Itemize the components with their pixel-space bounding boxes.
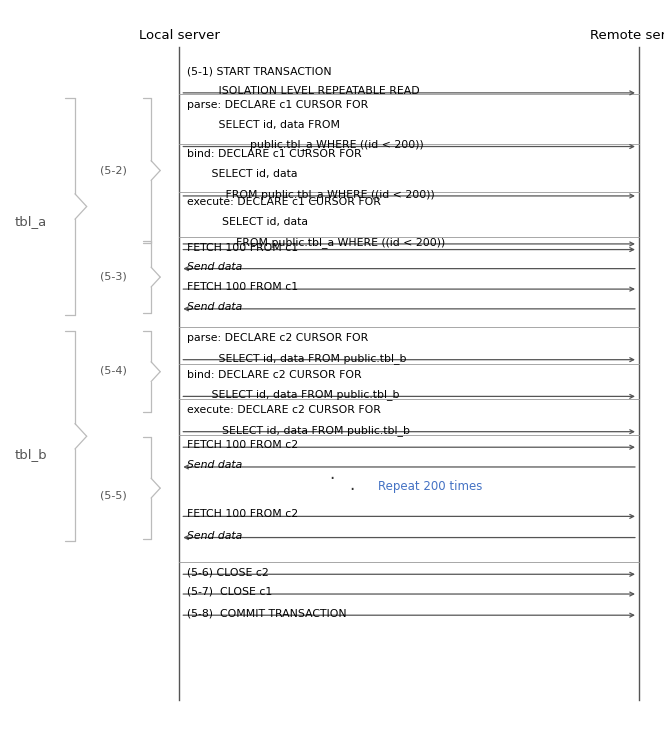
Text: ·: · xyxy=(329,470,335,488)
Text: Remote server: Remote server xyxy=(590,29,664,42)
Text: Send data: Send data xyxy=(187,460,242,470)
Text: public.tbl_a WHERE ((id < 200)): public.tbl_a WHERE ((id < 200)) xyxy=(187,140,424,150)
Text: (5-4): (5-4) xyxy=(100,366,127,376)
Text: (5-1) START TRANSACTION: (5-1) START TRANSACTION xyxy=(187,66,331,76)
Text: SELECT id, data FROM public.tbl_b: SELECT id, data FROM public.tbl_b xyxy=(187,353,406,363)
Text: ·: · xyxy=(349,481,354,499)
Text: execute: DECLARE c2 CURSOR FOR: execute: DECLARE c2 CURSOR FOR xyxy=(187,405,380,415)
Text: (5-3): (5-3) xyxy=(100,271,127,282)
Text: FETCH 100 FROM c2: FETCH 100 FROM c2 xyxy=(187,440,298,450)
Text: Repeat 200 times: Repeat 200 times xyxy=(378,479,482,493)
Text: parse: DECLARE c1 CURSOR FOR: parse: DECLARE c1 CURSOR FOR xyxy=(187,100,368,110)
Text: SELECT id, data FROM public.tbl_b: SELECT id, data FROM public.tbl_b xyxy=(187,424,410,435)
Text: FETCH 100 FROM c1: FETCH 100 FROM c1 xyxy=(187,242,298,253)
Text: Local server: Local server xyxy=(139,29,220,42)
Text: bind: DECLARE c1 CURSOR FOR: bind: DECLARE c1 CURSOR FOR xyxy=(187,149,361,159)
Text: SELECT id, data FROM: SELECT id, data FROM xyxy=(187,120,340,130)
Text: (5-8)  COMMIT TRANSACTION: (5-8) COMMIT TRANSACTION xyxy=(187,608,347,618)
Text: ISOLATION LEVEL REPEATABLE READ: ISOLATION LEVEL REPEATABLE READ xyxy=(187,86,420,96)
Text: (5-7)  CLOSE c1: (5-7) CLOSE c1 xyxy=(187,587,272,597)
Text: SELECT id, data: SELECT id, data xyxy=(187,217,308,227)
Text: FROM public.tbl_a WHERE ((id < 200)): FROM public.tbl_a WHERE ((id < 200)) xyxy=(187,189,435,200)
Text: (5-2): (5-2) xyxy=(100,166,127,175)
Text: FROM public.tbl_a WHERE ((id < 200)): FROM public.tbl_a WHERE ((id < 200)) xyxy=(187,237,445,247)
Text: FETCH 100 FROM c1: FETCH 100 FROM c1 xyxy=(187,282,298,292)
Text: tbl_a: tbl_a xyxy=(15,215,47,228)
Text: (5-6) CLOSE c2: (5-6) CLOSE c2 xyxy=(187,567,269,577)
Text: SELECT id, data: SELECT id, data xyxy=(187,169,297,179)
Text: tbl_b: tbl_b xyxy=(15,448,47,461)
Text: Send data: Send data xyxy=(187,302,242,312)
Text: FETCH 100 FROM c2: FETCH 100 FROM c2 xyxy=(187,510,298,519)
Text: bind: DECLARE c2 CURSOR FOR: bind: DECLARE c2 CURSOR FOR xyxy=(187,369,361,380)
Text: (5-5): (5-5) xyxy=(100,490,127,500)
Text: Send data: Send data xyxy=(187,531,242,540)
Text: Send data: Send data xyxy=(187,262,242,272)
Text: execute: DECLARE c1 CURSOR FOR: execute: DECLARE c1 CURSOR FOR xyxy=(187,198,380,207)
Text: parse: DECLARE c2 CURSOR FOR: parse: DECLARE c2 CURSOR FOR xyxy=(187,333,368,343)
Text: SELECT id, data FROM public.tbl_b: SELECT id, data FROM public.tbl_b xyxy=(187,389,399,400)
